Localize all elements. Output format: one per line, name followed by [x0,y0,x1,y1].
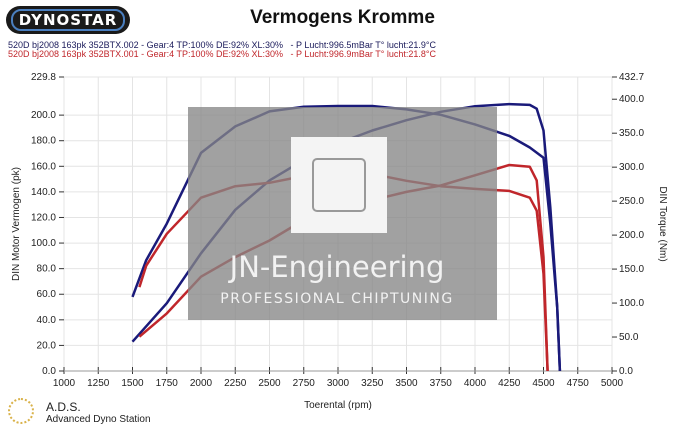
x-tick-label: 1500 [121,378,144,389]
x-tick-label: 4750 [567,378,590,389]
y2-tick-label: 432.7 [619,72,644,83]
y-tick-label: 60.0 [37,289,57,300]
x-axis-label: Toerental (rpm) [304,400,372,411]
y-tick-label: 120.0 [31,212,56,223]
ads-logo-icon [8,398,34,424]
run-label-2: 520D bj2008 163pk 352BTX.001 - Gear:4 TP… [8,49,436,59]
watermark-subtitle: PROFESSIONAL CHIPTUNING [220,291,453,307]
y-axis-label: DIN Motor Vermogen (pk) [11,167,22,281]
run-label-1: 520D bj2008 163pk 352BTX.002 - Gear:4 TP… [8,40,436,50]
x-tick-label: 2250 [224,378,247,389]
chip-icon [291,137,387,233]
chart-title: Vermogens Kromme [250,7,435,28]
x-tick-label: 5000 [601,378,624,389]
y-tick-label: 180.0 [31,136,56,147]
brand-text: DYNOSTAR [10,9,126,31]
y-tick-label: 0.0 [42,366,56,377]
y2-tick-label: 350.0 [619,128,644,139]
y2-axis-label: DIN Torque (Nm) [657,186,668,261]
y-tick-label: 40.0 [37,315,57,326]
y-tick-label: 160.0 [31,161,56,172]
y-tick-label: 20.0 [37,340,57,351]
dynostar-logo: DYNOSTAR [6,6,130,34]
x-tick-label: 2750 [293,378,316,389]
y-tick-label: 80.0 [37,264,57,275]
x-tick-label: 3250 [361,378,384,389]
y-tick-label: 100.0 [31,238,56,249]
y-tick-label: 229.8 [31,72,56,83]
ads-label: A.D.S. [46,400,81,414]
y2-tick-label: 50.0 [619,332,639,343]
x-tick-label: 1000 [53,378,76,389]
y2-tick-label: 0.0 [619,366,633,377]
y2-tick-label: 100.0 [619,298,644,309]
y-tick-label: 200.0 [31,110,56,121]
x-tick-label: 2000 [190,378,213,389]
x-tick-label: 3750 [430,378,453,389]
x-tick-label: 4250 [498,378,521,389]
x-tick-label: 4500 [532,378,555,389]
ads-full-label: Advanced Dyno Station [46,414,151,425]
y2-tick-label: 200.0 [619,230,644,241]
chip-core-icon [312,158,366,212]
x-tick-label: 2500 [258,378,281,389]
x-tick-label: 1750 [156,378,179,389]
x-tick-label: 4000 [464,378,487,389]
x-tick-label: 3500 [395,378,418,389]
x-tick-label: 3000 [327,378,350,389]
y2-tick-label: 250.0 [619,196,644,207]
x-tick-label: 1250 [87,378,110,389]
watermark-title: JN-Engineering [228,250,445,284]
y2-tick-label: 300.0 [619,162,644,173]
y-tick-label: 140.0 [31,187,56,198]
y2-tick-label: 150.0 [619,264,644,275]
y2-tick-label: 400.0 [619,94,644,105]
